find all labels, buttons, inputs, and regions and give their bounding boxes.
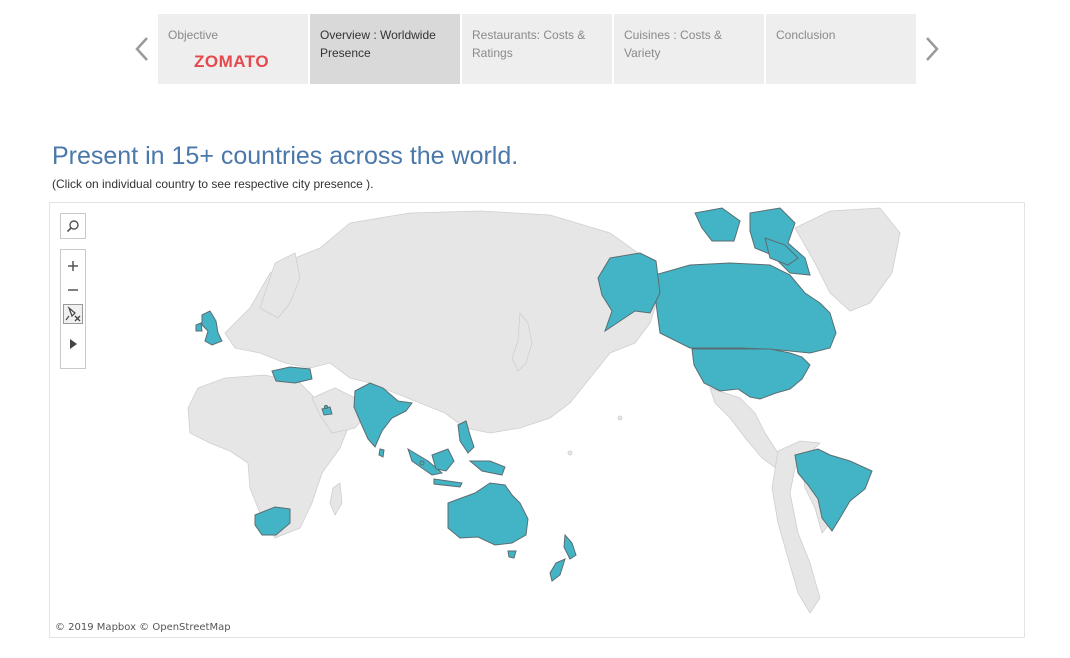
tab-overview-worldwide-presence[interactable]: Overview : Worldwide Presence	[310, 14, 460, 84]
country-qatar[interactable]	[323, 404, 329, 410]
greenland-land	[794, 207, 901, 312]
country-australia[interactable]	[447, 482, 529, 546]
country-new-zealand-south[interactable]	[549, 558, 566, 582]
chevron-left-icon	[135, 37, 148, 61]
story-navigator: Objective ZOMATO Overview : Worldwide Pr…	[130, 14, 950, 84]
map-zoom-controls	[60, 249, 86, 369]
page-subtitle: (Click on individual country to see resp…	[52, 177, 374, 191]
eurasia-land	[224, 210, 661, 434]
highlighted-countries[interactable]	[195, 207, 873, 582]
country-indonesia[interactable]	[407, 447, 444, 476]
country-united-states[interactable]	[691, 348, 811, 400]
tab-label: Objective	[168, 28, 219, 42]
zomato-logo-text: ZOMATO	[194, 52, 270, 71]
tab-label: Conclusion	[776, 28, 836, 42]
plus-icon	[68, 261, 78, 271]
country-philippines[interactable]	[457, 420, 475, 454]
base-land	[187, 207, 901, 614]
tab-conclusion[interactable]: Conclusion	[766, 14, 916, 84]
country-indonesia-java[interactable]	[433, 478, 463, 488]
country-singapore[interactable]	[419, 460, 425, 466]
tab-cuisines-costs-variety[interactable]: Cuisines : Costs & Variety	[614, 14, 764, 84]
africa-land	[187, 374, 351, 539]
tab-label: Restaurants: Costs & Ratings	[472, 28, 586, 60]
country-turkey[interactable]	[271, 366, 313, 384]
minus-icon	[68, 289, 78, 291]
madagascar-land	[329, 482, 343, 516]
country-sri-lanka[interactable]	[378, 448, 385, 458]
country-india[interactable]	[353, 382, 413, 448]
previous-story-point-button[interactable]	[130, 32, 154, 66]
page-title: Present in 15+ countries across the worl…	[52, 142, 519, 170]
country-indonesia-borneo[interactable]	[431, 448, 455, 472]
country-south-africa[interactable]	[254, 506, 291, 536]
zoom-in-button[interactable]	[61, 254, 85, 278]
country-australia-tasmania[interactable]	[507, 550, 517, 559]
zoom-out-button[interactable]	[61, 278, 85, 302]
pacific-island	[617, 415, 623, 421]
world-map-view[interactable]: © 2019 Mapbox © OpenStreetMap	[49, 202, 1025, 638]
country-united-kingdom[interactable]	[201, 310, 223, 346]
country-canada[interactable]	[654, 262, 837, 354]
pin-reset-icon	[63, 304, 83, 324]
south-america-land	[771, 440, 821, 614]
japan-land	[511, 311, 533, 372]
map-attribution: © 2019 Mapbox © OpenStreetMap	[55, 622, 231, 633]
expand-toolbar-button[interactable]	[61, 332, 85, 356]
country-canada-baffin[interactable]	[764, 237, 799, 266]
tab-label: Overview : Worldwide Presence	[320, 28, 436, 60]
play-icon	[70, 339, 77, 349]
tab-restaurants-costs-ratings[interactable]: Restaurants: Costs & Ratings	[462, 14, 612, 84]
world-map[interactable]	[50, 203, 1025, 638]
country-canada-arctic[interactable]	[694, 207, 741, 242]
country-indonesia-east[interactable]	[468, 460, 506, 476]
scandinavia-land	[259, 252, 301, 319]
tab-objective[interactable]: Objective ZOMATO	[158, 14, 308, 84]
map-search-box	[60, 213, 86, 239]
country-usa-alaska[interactable]	[597, 252, 661, 333]
search-icon	[66, 220, 79, 233]
country-brazil[interactable]	[794, 448, 873, 532]
chevron-right-icon	[926, 37, 939, 61]
reset-map-button[interactable]	[61, 302, 85, 326]
map-search-button[interactable]	[61, 214, 85, 238]
tab-label: Cuisines : Costs & Variety	[624, 28, 723, 60]
next-story-point-button[interactable]	[920, 32, 944, 66]
pacific-island	[567, 450, 573, 456]
country-united-kingdom-ni[interactable]	[195, 322, 203, 332]
country-new-zealand[interactable]	[563, 533, 577, 560]
